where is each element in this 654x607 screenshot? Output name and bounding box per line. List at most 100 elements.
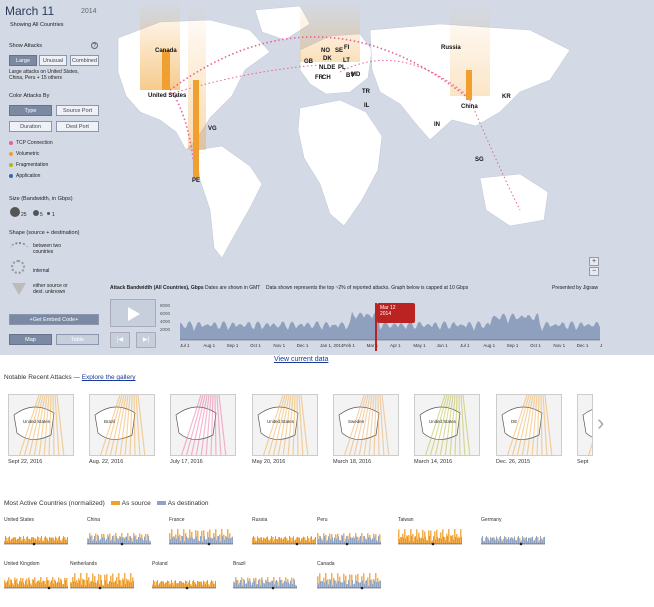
duration-button[interactable]: Duration xyxy=(9,121,52,132)
unusual-button[interactable]: Unusual xyxy=(39,55,67,66)
country-sparkline[interactable]: United States xyxy=(4,517,72,547)
most-active-heading: Most Active Countries (normalized) As sou… xyxy=(4,500,209,507)
size-heading: Size (Bandwidth, in Gbps) xyxy=(9,196,73,202)
gallery-date: May 20, 2016 xyxy=(252,459,286,465)
australia-shape xyxy=(479,173,549,227)
country-sparkline[interactable]: Netherlands xyxy=(70,561,138,591)
gallery-thumb-graphic xyxy=(419,395,471,455)
country-sparkline[interactable]: Taiwan xyxy=(398,517,466,547)
map-label: China xyxy=(461,104,478,110)
map-label: VG xyxy=(208,126,217,132)
world-map[interactable] xyxy=(0,0,654,355)
country-name: Poland xyxy=(152,561,168,567)
gallery-thumbnail[interactable]: DE xyxy=(496,394,562,456)
country-name: Netherlands xyxy=(70,561,97,567)
country-sparkline[interactable]: Germany xyxy=(481,517,549,547)
bandwidth-area xyxy=(180,311,600,340)
table-view-button[interactable]: Table xyxy=(56,334,99,345)
funnel-shape-icon xyxy=(12,283,26,295)
country-sparkline[interactable]: United Kingdom xyxy=(4,561,72,591)
gallery-date: Sept xyxy=(577,459,589,465)
country-sparkline[interactable]: Russia xyxy=(252,517,320,547)
month-tick-label: Dec 1 xyxy=(577,343,589,348)
country-sparkline[interactable]: France xyxy=(169,517,237,547)
gallery-thumb-graphic xyxy=(257,395,309,455)
legend-tcp: TCP Connection xyxy=(9,140,53,146)
map-label: FR xyxy=(315,75,323,81)
country-name: United Kingdom xyxy=(4,561,40,567)
shape-heading: Shape (source + destination) xyxy=(9,230,80,236)
embed-code-button[interactable]: +Get Embed Code+ xyxy=(9,314,99,325)
timeline-note-cap: Data shown represents the top ~2% of rep… xyxy=(266,285,469,291)
map-label: DK xyxy=(323,56,332,62)
timeline-note-gmt: Dates are shown in GMT xyxy=(205,285,261,291)
source-port-button[interactable]: Source Port xyxy=(56,105,99,116)
country-name: France xyxy=(169,517,185,523)
y-tick-label: 8000 xyxy=(160,303,171,308)
country-name: Brazil xyxy=(233,561,246,567)
zoom-in-button[interactable]: + xyxy=(589,257,599,266)
step-back-button[interactable]: |◀ xyxy=(110,332,130,348)
ring-shape-icon xyxy=(11,260,25,274)
dest-port-button[interactable]: Dest Port xyxy=(56,121,99,132)
gallery-date: Dec. 26, 2015 xyxy=(496,459,531,465)
country-sparkline[interactable]: Brazil xyxy=(233,561,301,591)
country-sparkline[interactable]: Canada xyxy=(317,561,385,591)
gallery-date: March 14, 2016 xyxy=(414,459,453,465)
shape-between-label: between two countries xyxy=(33,243,62,255)
show-attacks-heading: Show Attacks xyxy=(9,43,43,49)
gallery-thumbnail[interactable]: Sweden xyxy=(333,394,399,456)
gallery-thumbnail[interactable]: United States xyxy=(252,394,318,456)
sparkline-graphic xyxy=(398,529,462,546)
sparkline-graphic xyxy=(4,577,68,590)
help-icon[interactable]: ? xyxy=(91,42,98,49)
sparkline-graphic xyxy=(481,536,545,546)
size-1-label: 1 xyxy=(52,212,55,218)
combined-button[interactable]: Combined xyxy=(70,55,99,66)
step-forward-button[interactable]: ▶| xyxy=(136,332,156,348)
play-button[interactable] xyxy=(110,299,156,327)
thumb-tag: United States xyxy=(23,419,51,424)
map-label: IN xyxy=(434,122,440,128)
month-tick-label: Mar 1 xyxy=(367,343,379,348)
month-tick-label: May 1 xyxy=(413,343,426,348)
map-area: March 11 2014 Showing All Countries Show… xyxy=(0,0,654,355)
bandwidth-timeline[interactable]: 8000 6000 4000 2000 Jul 1 Aug 1 Sep 1 Oct 1 Nov … xyxy=(160,298,602,352)
country-sparkline[interactable]: Peru xyxy=(317,517,385,547)
gallery-thumbnail[interactable]: United States xyxy=(8,394,74,456)
legend-application: Application xyxy=(9,173,40,179)
gallery-thumb-graphic xyxy=(13,395,65,455)
map-label: PE xyxy=(192,178,201,184)
country-sparkline[interactable]: China xyxy=(87,517,155,547)
timeline-marker[interactable] xyxy=(375,303,377,351)
country-name: Peru xyxy=(317,517,328,523)
view-current-data-link[interactable]: View current data xyxy=(274,356,329,363)
y-tick-label: 6000 xyxy=(160,311,171,316)
thumb-tag: DE xyxy=(511,419,518,424)
map-view-button[interactable]: Map xyxy=(9,334,52,345)
sparkline-graphic xyxy=(169,529,233,546)
legend-fragmentation: Fragmentation xyxy=(9,162,48,168)
country-sparkline[interactable]: Poland xyxy=(152,561,220,591)
type-button[interactable]: Type xyxy=(9,105,52,116)
country-name: Russia xyxy=(252,517,268,523)
thumb-tag: United States xyxy=(429,419,457,424)
month-tick-label: Sep 1 xyxy=(507,343,519,348)
gallery-thumbnail[interactable] xyxy=(170,394,236,456)
gallery-thumbnail[interactable]: United States xyxy=(414,394,480,456)
map-label: NL xyxy=(319,65,327,71)
gallery-thumbnail[interactable] xyxy=(577,394,593,456)
zoom-out-button[interactable]: − xyxy=(589,267,599,276)
map-label: SE xyxy=(335,48,344,54)
gallery-thumbnail[interactable]: Brazil xyxy=(89,394,155,456)
month-tick-label: Jan 1, 20 xyxy=(600,343,602,348)
gallery-date: July 17, 2016 xyxy=(170,459,203,465)
country-name: United States xyxy=(4,517,35,523)
color-by-heading: Color Attacks By xyxy=(9,93,50,99)
map-label: SG xyxy=(475,157,484,163)
sparkline-graphic xyxy=(87,533,151,546)
large-button[interactable]: Large xyxy=(9,55,37,66)
gallery-next-icon[interactable]: › xyxy=(597,410,605,435)
map-label: Russia xyxy=(441,45,461,51)
explore-gallery-link[interactable]: Explore the gallery xyxy=(81,374,136,381)
